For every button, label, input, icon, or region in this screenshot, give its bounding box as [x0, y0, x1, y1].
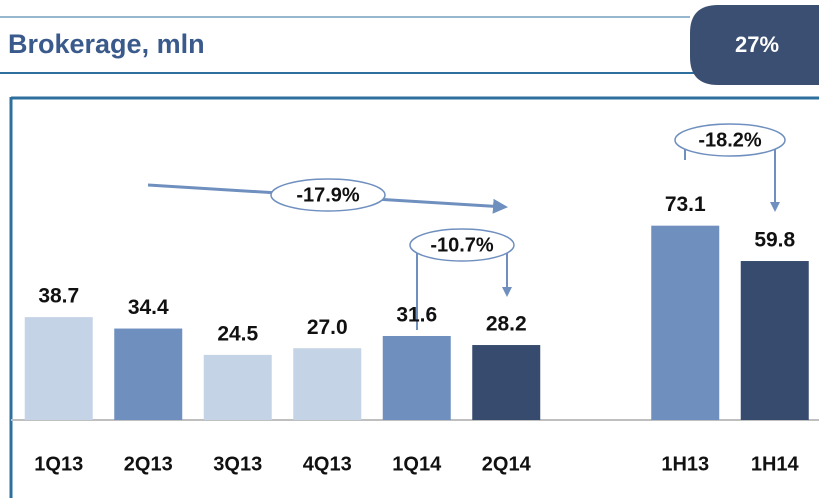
bar [382, 335, 451, 420]
value-label: 34.4 [128, 296, 169, 319]
badge-text: 27% [735, 32, 779, 57]
annotation: -18.2% [698, 129, 762, 151]
bar [203, 354, 272, 420]
bar [740, 261, 809, 420]
x-tick-label: 4Q13 [303, 453, 352, 475]
value-label: 24.5 [217, 322, 258, 345]
bar [114, 328, 183, 420]
chart-title: Brokerage, mln [8, 29, 205, 59]
x-tick-label: 2Q14 [482, 453, 532, 475]
x-tick-label: 1H14 [751, 453, 800, 475]
bar [24, 317, 93, 420]
annotation-bubble [270, 178, 386, 212]
x-tick-label: 3Q13 [213, 453, 262, 475]
bar [472, 345, 541, 420]
badge [690, 5, 819, 85]
value-label: 59.8 [754, 229, 795, 252]
annotation: -10.7% [430, 234, 494, 256]
x-tick-label: 1Q14 [392, 453, 442, 475]
value-label: 73.1 [665, 193, 706, 216]
annotation-bubble [674, 123, 786, 157]
annotation: -17.9% [296, 184, 360, 206]
x-tick-label: 1Q13 [34, 453, 83, 475]
value-label: 38.7 [38, 285, 79, 308]
bar [651, 225, 720, 420]
bar [293, 348, 362, 420]
x-tick-label: 2Q13 [124, 453, 173, 475]
annotation-bubble [409, 228, 515, 262]
value-label: 27.0 [307, 316, 348, 339]
x-tick-label: 1H13 [661, 453, 709, 475]
value-label: 31.6 [396, 304, 437, 327]
value-label: 28.2 [486, 313, 527, 336]
